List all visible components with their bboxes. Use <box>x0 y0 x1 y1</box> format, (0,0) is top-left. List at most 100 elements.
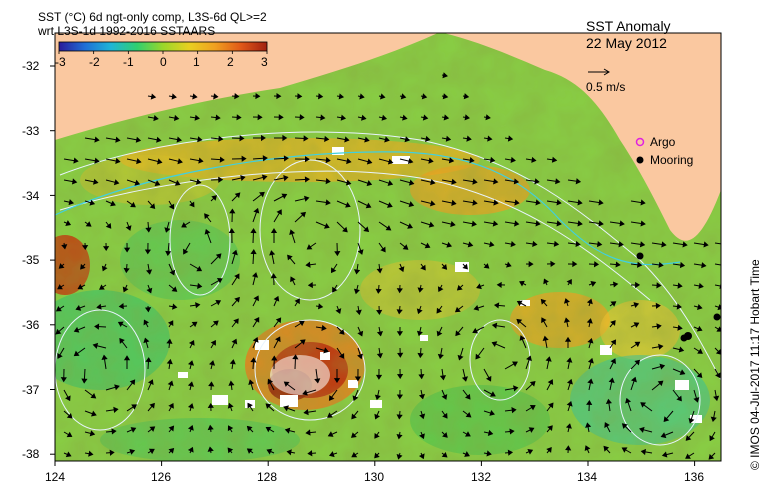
velocity-arrowhead <box>630 376 637 383</box>
velocity-arrowhead <box>387 158 394 165</box>
velocity-arrowhead <box>634 341 641 348</box>
velocity-arrowhead <box>171 286 178 292</box>
velocity-arrowhead <box>598 220 604 227</box>
velocity-arrowhead <box>113 406 119 413</box>
velocity-arrowhead <box>469 157 475 164</box>
velocity-arrowhead <box>563 317 570 323</box>
velocity-arrowhead <box>340 114 347 121</box>
velocity-arrowhead <box>269 250 276 256</box>
velocity-arrowhead <box>65 451 72 458</box>
velocity-arrowhead <box>543 278 549 285</box>
velocity-arrowhead <box>404 136 411 143</box>
velocity-arrowhead <box>94 136 100 143</box>
velocity-arrowhead <box>475 353 481 360</box>
velocity-arrowhead <box>168 203 175 210</box>
header-line-1: SST (°C) 6d ngt-only comp, L3S-6d QL>=2 <box>38 10 267 24</box>
velocity-arrowhead <box>287 254 293 261</box>
velocity-arrowhead <box>118 303 124 310</box>
velocity-arrowhead <box>442 432 448 438</box>
lat-tick-label: -35 <box>22 253 40 267</box>
velocity-arrowhead <box>88 450 94 457</box>
velocity-arrowhead <box>187 403 194 409</box>
velocity-arrowhead <box>196 265 203 272</box>
velocity-arrowhead <box>154 180 161 187</box>
velocity-arrowhead <box>114 384 120 391</box>
velocity-arrowhead <box>610 320 616 326</box>
velocity-arrowhead <box>462 263 468 270</box>
velocity-arrowhead <box>102 246 110 252</box>
velocity-arrowhead <box>376 353 383 359</box>
velocity-arrowhead <box>110 200 116 207</box>
velocity-arrowhead <box>307 450 313 457</box>
velocity-arrowhead <box>276 209 282 216</box>
velocity-arrowhead <box>253 317 260 323</box>
velocity-arrowhead <box>57 352 63 359</box>
velocity-arrowhead <box>489 409 495 416</box>
velocity-arrowhead <box>550 260 556 268</box>
velocity-arrowhead <box>207 446 214 452</box>
velocity-arrowhead <box>659 363 666 370</box>
velocity-arrowhead <box>590 281 597 287</box>
velocity-arrowhead <box>93 178 99 185</box>
lat-tick-label: -34 <box>22 189 40 203</box>
velocity-arrowhead <box>510 156 516 164</box>
velocity-arrowhead <box>99 284 105 290</box>
velocity-arrowhead <box>451 178 457 185</box>
velocity-arrowhead <box>555 178 561 185</box>
velocity-arrowhead <box>123 267 130 274</box>
velocity-arrowhead <box>283 175 289 182</box>
velocity-arrowhead <box>566 378 573 385</box>
velocity-arrowhead <box>586 298 593 305</box>
velocity-arrowhead <box>354 376 362 382</box>
lon-tick-label: 136 <box>684 470 705 484</box>
velocity-arrowhead <box>661 451 668 458</box>
velocity-arrowhead <box>324 135 330 143</box>
velocity-arrowhead <box>227 425 234 432</box>
velocity-arrowhead <box>305 261 311 268</box>
velocity-arrowhead <box>697 348 703 354</box>
velocity-arrowhead <box>80 263 86 270</box>
velocity-arrowhead <box>204 229 211 235</box>
velocity-arrowhead <box>441 394 448 400</box>
missing-data <box>178 147 702 423</box>
velocity-arrowhead <box>436 330 443 337</box>
velocity-arrowhead <box>563 298 570 304</box>
velocity-arrowhead <box>685 453 691 459</box>
velocity-arrowhead <box>472 178 478 185</box>
velocity-arrowhead <box>215 114 221 121</box>
velocity-arrowhead <box>464 393 471 400</box>
velocity-arrowhead <box>678 346 685 353</box>
velocity-arrowhead <box>446 241 452 248</box>
velocity-arrowhead <box>397 352 404 358</box>
velocity-arrowhead <box>685 435 692 441</box>
velocity-arrowhead <box>290 276 296 283</box>
velocity-arrowhead <box>276 92 282 100</box>
velocity-arrowhead <box>218 135 224 142</box>
velocity-arrowhead <box>430 179 436 186</box>
velocity-arrowhead <box>396 394 404 400</box>
velocity-arrowhead <box>634 359 641 366</box>
velocity-arrowhead <box>698 282 704 289</box>
velocity-arrowhead <box>333 378 341 384</box>
velocity-arrowhead <box>564 336 572 342</box>
velocity-arrowhead <box>445 135 452 142</box>
velocity-arrowhead <box>149 402 155 409</box>
velocity-arrowhead <box>540 298 547 305</box>
velocity-arrowhead <box>400 93 407 100</box>
velocity-arrowhead <box>547 402 554 409</box>
velocity-arrowhead <box>466 135 472 142</box>
velocity-arrowhead <box>144 249 152 255</box>
velocity-arrowhead <box>424 242 431 249</box>
velocity-arrowhead <box>376 268 383 274</box>
velocity-arrowhead <box>71 178 78 185</box>
velocity-arrowhead <box>101 265 108 272</box>
velocity-arrowhead <box>428 221 435 228</box>
velocity-arrowhead <box>81 245 89 251</box>
velocity-arrowhead <box>396 434 403 440</box>
mooring-legend-label: Mooring <box>650 153 694 167</box>
velocity-arrowhead <box>519 335 526 341</box>
lon-tick-label: 126 <box>151 470 172 484</box>
velocity-arrow <box>714 284 721 287</box>
velocity-arrowhead <box>90 392 97 399</box>
velocity-arrowhead <box>476 283 482 290</box>
